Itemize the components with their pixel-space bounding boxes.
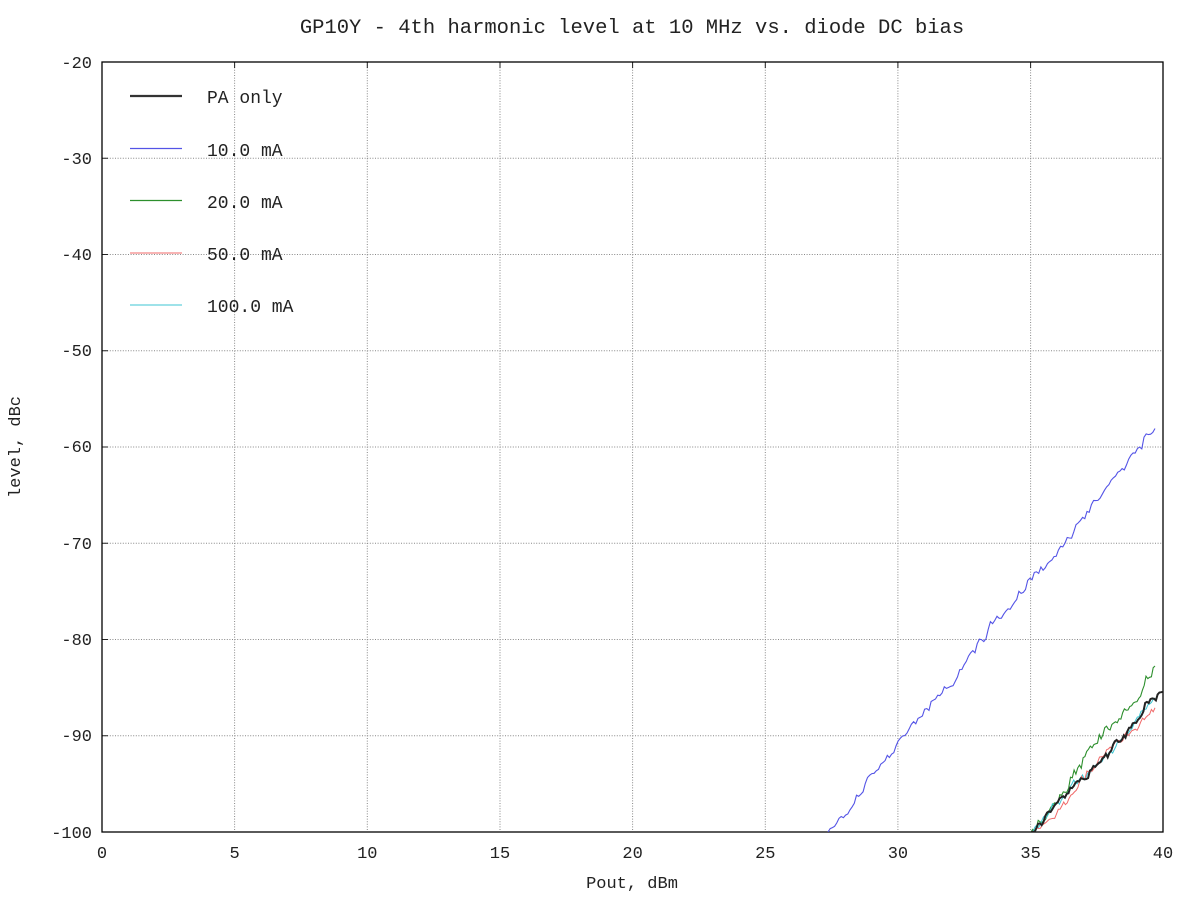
svg-text:0: 0 [97, 845, 107, 864]
svg-text:-70: -70 [61, 536, 92, 555]
svg-text:20: 20 [622, 845, 642, 864]
svg-text:-50: -50 [61, 343, 92, 362]
svg-text:50.0 mA: 50.0 mA [207, 246, 283, 266]
svg-text:Pout, dBm: Pout, dBm [586, 875, 678, 894]
svg-text:level, dBc: level, dBc [7, 396, 26, 498]
svg-text:-80: -80 [61, 632, 92, 651]
svg-text:20.0 mA: 20.0 mA [207, 194, 283, 214]
svg-text:-100: -100 [51, 825, 92, 844]
svg-text:35: 35 [1020, 845, 1040, 864]
svg-text:30: 30 [888, 845, 908, 864]
svg-text:10.0 mA: 10.0 mA [207, 142, 283, 162]
svg-text:GP10Y - 4th harmonic level at: GP10Y - 4th harmonic level at 10 MHz vs.… [300, 17, 964, 40]
svg-text:-20: -20 [61, 55, 92, 74]
svg-text:10: 10 [357, 845, 377, 864]
svg-text:-90: -90 [61, 728, 92, 747]
svg-text:100.0 mA: 100.0 mA [207, 298, 294, 318]
svg-text:-40: -40 [61, 247, 92, 266]
svg-text:-30: -30 [61, 151, 92, 170]
svg-text:40: 40 [1153, 845, 1173, 864]
svg-text:-60: -60 [61, 439, 92, 458]
svg-text:15: 15 [490, 845, 510, 864]
svg-text:25: 25 [755, 845, 775, 864]
svg-text:PA only: PA only [207, 89, 283, 109]
svg-text:5: 5 [229, 845, 239, 864]
